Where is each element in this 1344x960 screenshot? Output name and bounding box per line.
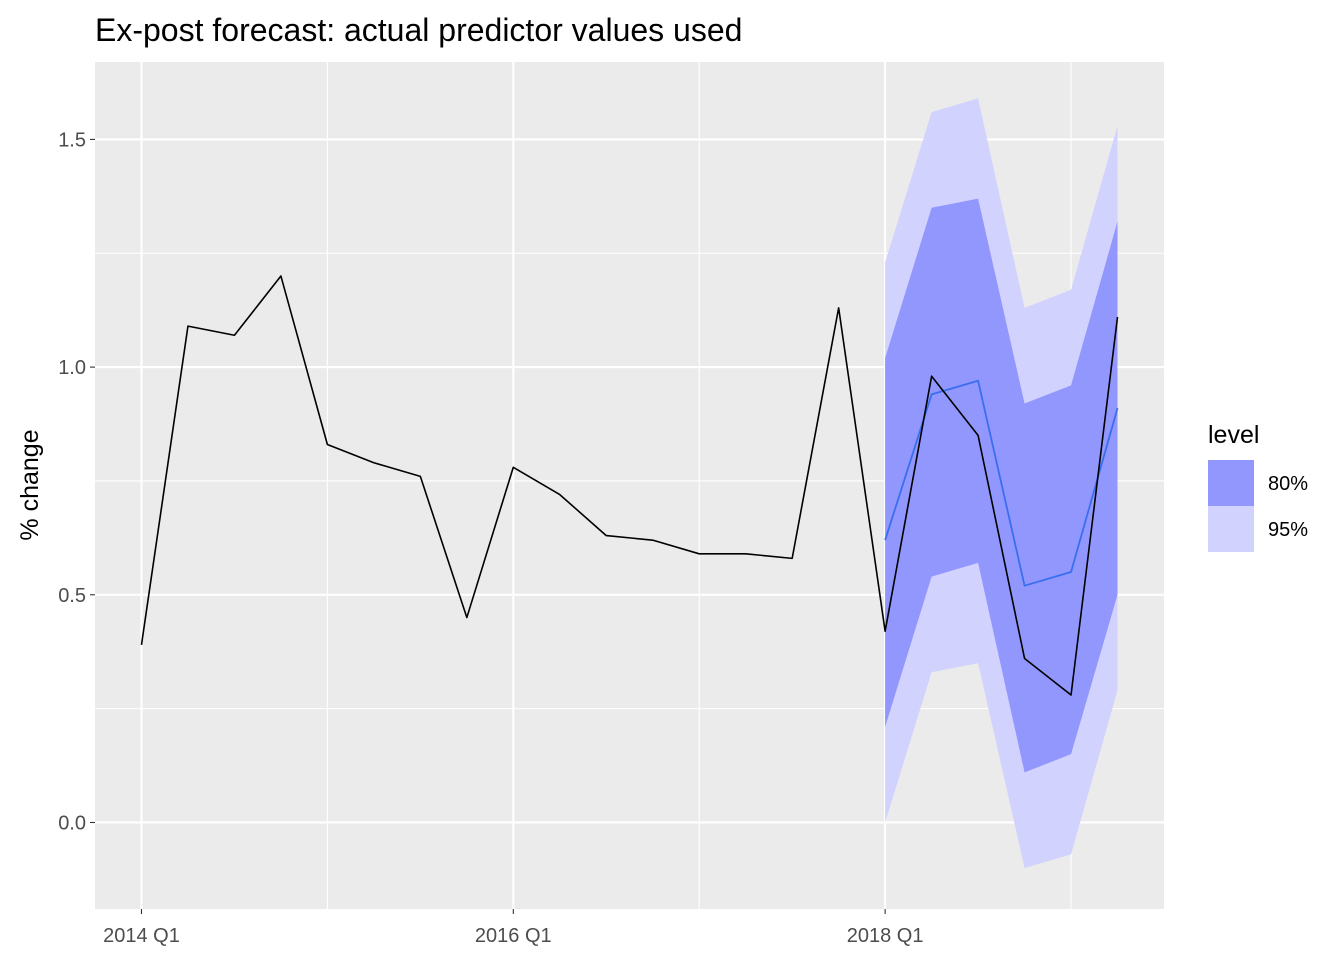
legend-title: level [1208,421,1259,449]
y-tick-label: 0.0 [58,812,86,834]
legend-key [1208,506,1254,552]
y-axis-title: % change [16,429,44,540]
series-lines [140,275,1119,696]
legend-key [1208,460,1254,506]
actual-line [140,275,1119,696]
legend-label: 80% [1268,473,1308,495]
legend: level 80% 95% [1208,421,1308,552]
y-tick-label: 0.5 [58,585,86,607]
legend-label: 95% [1268,519,1308,541]
x-tick-label: 2014 Q1 [103,925,180,947]
legend-items: 80% 95% [1208,460,1308,552]
chart-title: Ex-post forecast: actual predictor value… [95,12,742,48]
x-tick-label: 2016 Q1 [475,925,552,947]
x-tick-label: 2018 Q1 [847,925,924,947]
y-axis-ticks: 0.0 0.5 1.0 1.5 [58,129,95,834]
y-tick-label: 1.0 [58,357,86,379]
x-axis-ticks: 2014 Q1 2016 Q1 2018 Q1 [103,909,923,947]
y-tick-label: 1.5 [58,129,86,151]
